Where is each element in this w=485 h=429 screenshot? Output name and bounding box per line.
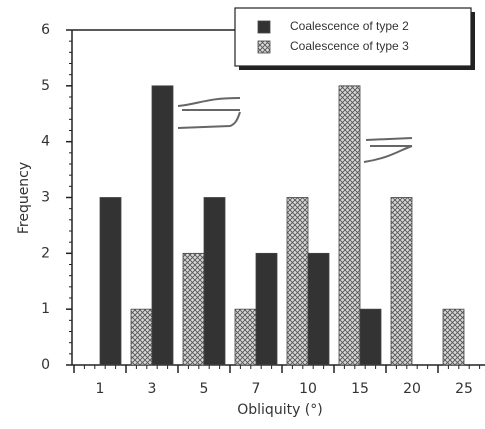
bar	[99, 197, 122, 366]
legend-label: Coalescence of type 2	[290, 19, 409, 33]
x-tick-label: 1	[96, 381, 105, 397]
bar	[203, 197, 226, 366]
y-tick-label: 4	[41, 134, 50, 150]
bar	[286, 197, 309, 366]
y-tick-label: 5	[41, 78, 50, 94]
x-tick-label: 3	[148, 381, 157, 397]
bar	[442, 308, 465, 366]
bar	[307, 252, 330, 366]
y-tick-label: 6	[41, 22, 50, 38]
x-tick-label: 25	[455, 381, 473, 397]
y-tick-label: 2	[41, 245, 50, 261]
bar	[130, 308, 153, 366]
bar	[255, 252, 278, 366]
bar	[182, 252, 205, 366]
x-tick-label: 10	[299, 381, 317, 397]
legend	[234, 7, 472, 67]
bar	[390, 197, 413, 366]
y-tick-label: 0	[41, 357, 50, 373]
legend-label: Coalescence of type 3	[290, 39, 409, 53]
bar	[359, 308, 382, 366]
x-axis-title: Obliquity (°)	[237, 402, 322, 418]
decor	[177, 97, 413, 163]
x-tick-label: 15	[351, 381, 369, 397]
x-tick-label: 5	[200, 381, 209, 397]
legend-swatch	[257, 20, 271, 34]
bar	[151, 85, 174, 366]
x-tick-label: 20	[403, 381, 421, 397]
y-axis-title: Frequency	[16, 162, 32, 234]
y-tick-label: 1	[41, 301, 50, 317]
legend-swatch	[257, 40, 271, 54]
bar	[338, 85, 361, 366]
x-tick-label: 7	[252, 381, 261, 397]
y-tick-label: 3	[41, 190, 50, 206]
bar	[234, 308, 257, 366]
